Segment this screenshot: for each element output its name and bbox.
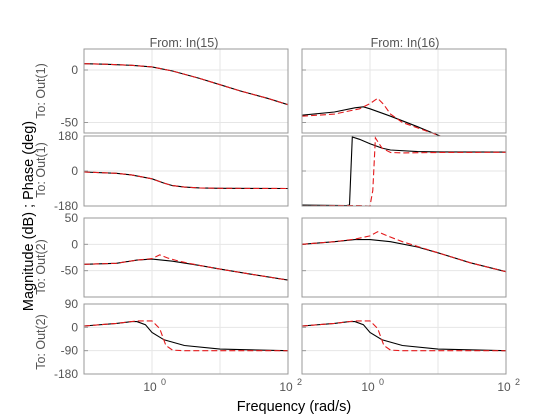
panel-frame (301, 217, 507, 298)
x-tick-label: 10 (497, 380, 511, 394)
panel-r1-c1: 0 -50 (61, 48, 289, 134)
column-title-1: From: In(15) (150, 36, 219, 50)
row-label-1: To: Out(1) (34, 63, 48, 119)
row-label-4: To: Out(2) (34, 314, 48, 370)
panel-frame (83, 303, 289, 375)
panel-frame (83, 48, 289, 134)
y-tick-label: 0 (71, 320, 78, 334)
y-tick-label: -50 (61, 264, 79, 278)
series-dashed-line (83, 171, 289, 190)
panel-background (302, 218, 506, 297)
x-tick-exponent: 0 (161, 377, 166, 387)
panel-r4-c2: 10 0 10 2 (301, 303, 520, 394)
x-axis-label: Frequency (rad/s) (237, 399, 351, 415)
x-tick-exponent: 0 (379, 377, 384, 387)
panel-frame (83, 135, 289, 207)
y-tick-label: 50 (65, 211, 79, 225)
y-tick-label: 0 (71, 63, 78, 77)
x-tick-exponent: 2 (297, 377, 302, 387)
panel-r2-c2 (301, 135, 507, 207)
panel-frame (301, 135, 507, 207)
panel-r2-c1: 180 0 -180 (54, 129, 289, 213)
panel-background (302, 49, 506, 133)
y-tick-label: 0 (71, 237, 78, 251)
x-tick-label: 10 (143, 380, 157, 394)
x-tick-label: 10 (361, 380, 375, 394)
column-title-2: From: In(16) (371, 36, 440, 50)
panel-r4-c1: 90 0 -90 -180 10 0 10 2 (54, 297, 302, 394)
y-tick-label: -90 (61, 344, 79, 358)
panel-background (84, 218, 288, 297)
panel-frame (83, 217, 289, 298)
panel-background (302, 304, 506, 374)
y-tick-label: 180 (58, 129, 78, 143)
panel-frame (301, 48, 507, 134)
x-tick-label: 10 (279, 380, 293, 394)
series-dashed-line (83, 63, 289, 106)
y-tick-label: -180 (54, 367, 78, 381)
y-tick-label: -180 (54, 199, 78, 213)
y-axis-label: Magnitude (dB) ; Phase (deg) (21, 121, 37, 311)
labels-layer: From: In(15) From: In(16) To: Out(1) To:… (21, 36, 439, 415)
y-tick-label: 0 (71, 164, 78, 178)
row-label-3: To: Out(2) (34, 239, 48, 295)
series-dashed-line (301, 231, 507, 273)
row-label-2: To: Out(1) (34, 142, 48, 198)
x-tick-exponent: 2 (515, 377, 520, 387)
y-tick-label: -50 (61, 116, 79, 130)
series-dashed-line (83, 254, 289, 281)
panel-r3-c1: 50 0 -50 (61, 211, 289, 298)
panel-background (84, 49, 288, 133)
panel-background (84, 304, 288, 374)
y-tick-label: 90 (65, 297, 79, 311)
panel-r3-c2 (301, 217, 507, 298)
panel-frame (301, 303, 507, 375)
